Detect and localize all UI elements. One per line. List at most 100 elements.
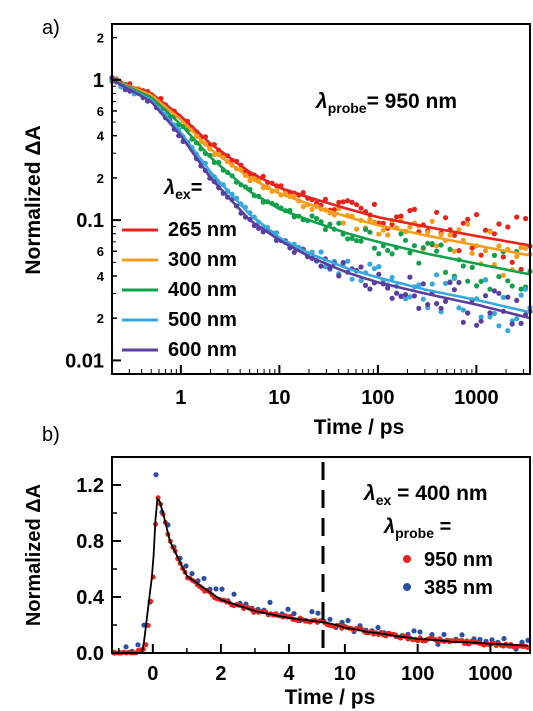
data-point-300-nm <box>465 221 471 227</box>
data-point-400-nm <box>398 231 404 237</box>
series-line-600-nm <box>111 78 531 320</box>
data-point-385-nm <box>417 629 423 635</box>
data-point-265-nm <box>442 215 449 221</box>
data-point-600-nm <box>398 293 404 300</box>
data-point-300-nm <box>487 229 493 235</box>
x-tick-label: 1000 <box>454 387 499 409</box>
data-point-400-nm <box>389 251 395 257</box>
x-tick-label: 4 <box>283 663 295 685</box>
data-point-265-nm <box>358 205 364 211</box>
data-point-300-nm <box>496 243 502 249</box>
data-point-265-nm <box>500 254 506 260</box>
data-point-600-nm <box>336 273 342 279</box>
data-point-400-nm <box>309 213 315 219</box>
panel-a-annotation: λprobe= 950 nm <box>315 90 457 116</box>
data-point-300-nm <box>429 218 435 224</box>
data-point-265-nm <box>451 232 457 238</box>
series-line-400-nm <box>111 78 531 276</box>
panel-b-label: b) <box>42 424 60 446</box>
legend-title-equals: = <box>191 177 203 199</box>
data-point-500-nm <box>518 292 524 298</box>
data-point-600-nm <box>434 301 440 307</box>
panel-b-axes: 0.0 0.4 0.8 1.2 0 2 4 10 100 1000 <box>76 475 512 685</box>
panel-b-legend: 950 nm 385 nm <box>403 549 493 599</box>
data-point-600-nm <box>425 301 431 308</box>
data-point-600-nm <box>340 260 346 266</box>
data-point-500-nm <box>514 316 520 322</box>
data-point-400-nm <box>367 229 373 235</box>
legend-label: 600 nm <box>168 339 237 361</box>
data-point-600-nm <box>482 293 489 299</box>
data-point-600-nm <box>478 318 484 324</box>
data-point-600-nm <box>411 293 417 299</box>
panel-a-legend-title: λex= <box>163 177 202 202</box>
panel-b-x-axis-label: Time / ps <box>285 686 376 709</box>
data-point-265-nm <box>474 212 480 218</box>
data-point-265-nm <box>465 216 471 222</box>
legend-b-title-equals: = <box>434 516 451 538</box>
data-point-500-nm <box>367 261 373 267</box>
data-point-385-nm <box>345 617 351 624</box>
data-point-400-nm <box>336 220 342 226</box>
data-point-300-nm <box>376 231 382 237</box>
data-point-265-nm <box>434 209 440 215</box>
data-point-300-nm <box>340 220 346 226</box>
annotation-value: = 950 nm <box>367 90 457 113</box>
data-point-500-nm <box>442 280 449 286</box>
data-point-265-nm <box>460 220 466 226</box>
x-tick-label: 10 <box>268 387 290 409</box>
data-point-400-nm <box>425 240 431 246</box>
y-minor-label: 4 <box>97 129 105 144</box>
data-point-265-nm <box>407 208 413 214</box>
legend-b-title-subscript: probe <box>395 525 434 541</box>
data-point-500-nm <box>402 296 409 302</box>
y-tick-label: 1 <box>93 70 104 92</box>
panel-a-marks <box>109 75 533 334</box>
data-point-385-nm <box>309 609 315 615</box>
data-point-385-nm <box>429 632 435 638</box>
data-point-400-nm <box>385 247 391 254</box>
data-point-600-nm <box>509 321 515 327</box>
data-point-265-nm <box>371 201 377 207</box>
data-point-400-nm <box>460 263 466 269</box>
data-point-600-nm <box>514 297 520 303</box>
data-point-265-nm <box>505 224 511 230</box>
panel-a-axes: 0.01 0.1 1 2 4 6 2 4 6 2 1 10 100 1000 <box>65 31 524 409</box>
series-line-265-nm <box>111 78 531 247</box>
data-point-600-nm <box>402 292 409 298</box>
data-point-385-nm <box>375 624 381 631</box>
data-point-385-nm <box>219 586 225 592</box>
x-tick-label: 1 <box>175 387 186 409</box>
panel-b-annotation: λex = 400 nm <box>363 482 488 508</box>
panel-a-legend: 265 nm 300 nm 400 nm 500 nm 600 nm <box>122 219 237 361</box>
data-point-400-nm <box>434 248 440 254</box>
y-minor-label: 6 <box>97 104 104 119</box>
annotation-lambda: λ <box>315 90 328 113</box>
data-point-265-nm <box>496 221 502 227</box>
series-line-300-nm <box>111 78 531 257</box>
data-point-400-nm <box>314 215 320 222</box>
data-point-600-nm <box>496 290 502 296</box>
data-point-400-nm <box>496 274 502 280</box>
panel-b: b) 0.0 0.4 0.8 1.2 0 2 4 10 100 1000 Time / ps No… <box>23 424 531 709</box>
data-point-600-nm <box>416 305 422 311</box>
panel-b-marks <box>111 472 531 656</box>
data-point-600-nm <box>358 264 364 270</box>
data-point-300-nm <box>456 227 462 233</box>
data-point-265-nm <box>411 206 417 212</box>
data-point-400-nm <box>376 251 382 257</box>
data-point-600-nm <box>291 249 297 255</box>
data-point-500-nm <box>358 277 364 284</box>
data-point-385-nm <box>327 616 333 622</box>
data-point-265-nm <box>482 227 489 233</box>
annotation-subscript: probe <box>328 100 367 116</box>
data-point-385-nm <box>267 599 273 606</box>
panel-b-legend-title: λprobe = <box>383 516 451 541</box>
data-point-400-nm <box>354 238 360 244</box>
data-point-265-nm <box>509 259 515 265</box>
data-point-600-nm <box>407 274 413 280</box>
data-point-400-nm <box>442 269 449 275</box>
data-point-385-nm <box>285 606 291 612</box>
data-point-265-nm <box>491 231 497 237</box>
data-point-400-nm <box>469 264 475 270</box>
